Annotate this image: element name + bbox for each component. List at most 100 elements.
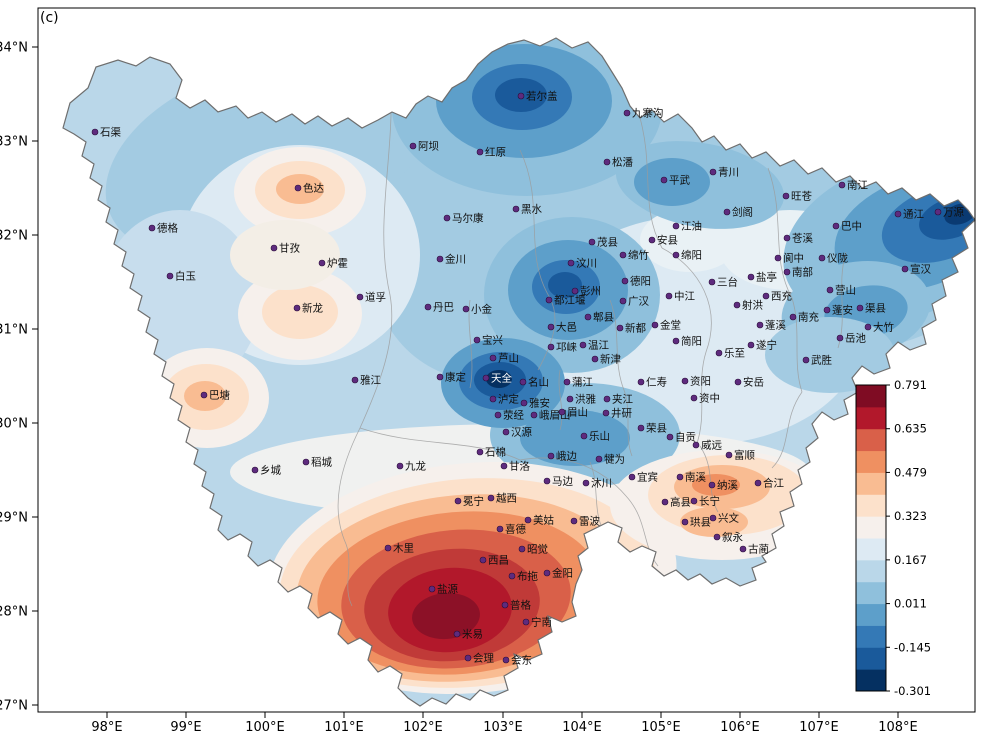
station-dot — [713, 533, 721, 541]
station-label: 南溪 — [685, 471, 706, 484]
station-dot — [522, 618, 530, 626]
admin-border — [639, 117, 663, 249]
station: 芦山 — [489, 353, 519, 365]
station: 南充 — [789, 311, 819, 324]
station: 白玉 — [166, 270, 196, 283]
station: 乐至 — [715, 348, 745, 360]
station-label: 渠县 — [865, 303, 886, 315]
station-label: 天全 — [491, 372, 512, 385]
station: 荥经 — [494, 409, 524, 422]
station-label: 巴中 — [841, 220, 862, 233]
station: 若尔盖 — [517, 90, 558, 103]
station-label: 沐川 — [591, 477, 612, 490]
station-label: 广汉 — [628, 296, 649, 308]
station: 阆中 — [774, 252, 804, 265]
y-tick-label: 29°N — [0, 511, 28, 526]
station-label: 宁南 — [531, 616, 552, 629]
x-tick-label: 104°E — [562, 720, 602, 735]
station: 茂县 — [588, 236, 618, 249]
station: 黑水 — [512, 204, 542, 216]
station: 巴塘 — [200, 389, 230, 402]
station-label: 米易 — [462, 628, 483, 641]
station-label: 马边 — [552, 476, 573, 488]
station: 汉源 — [502, 426, 532, 439]
station: 绵竹 — [619, 249, 649, 262]
station-dot — [582, 479, 590, 487]
station-dot — [591, 355, 599, 363]
station-dot — [409, 142, 417, 150]
station-label: 郫县 — [593, 311, 614, 324]
station-label: 白玉 — [175, 270, 196, 283]
station: 长宁 — [690, 495, 720, 508]
station-dot — [200, 391, 208, 399]
station: 沐川 — [582, 477, 612, 490]
station: 纳溪 — [708, 479, 738, 492]
station-dot — [733, 301, 741, 309]
station-label: 炉霍 — [327, 258, 348, 270]
station-dot — [524, 516, 532, 524]
station-dot — [318, 259, 326, 267]
station: 剑阁 — [723, 206, 753, 219]
station: 会理 — [464, 652, 494, 665]
station-dot — [293, 304, 301, 312]
station-label: 仪陇 — [827, 252, 848, 265]
contour-region — [692, 474, 740, 496]
station-dot — [818, 254, 826, 262]
station-label: 大邑 — [556, 321, 577, 334]
x-tick-label: 107°E — [799, 720, 839, 735]
x-tick-label: 99°E — [170, 720, 201, 735]
station-dot — [543, 569, 551, 577]
station-label: 越西 — [496, 492, 517, 505]
station-label: 蓬安 — [832, 304, 853, 317]
station-dot — [782, 192, 790, 200]
station-label: 西充 — [771, 290, 792, 303]
station-dot — [856, 304, 864, 312]
station: 仁寿 — [637, 376, 667, 389]
station-label: 雅江 — [360, 374, 381, 387]
colorbar-segment — [856, 406, 886, 430]
station-dot — [579, 341, 587, 349]
colorbar-tick-label: 0.323 — [894, 509, 927, 523]
station-label: 昭觉 — [527, 544, 548, 556]
station-dot — [762, 292, 770, 300]
station-label: 金阳 — [552, 567, 573, 580]
colorbar-segment — [856, 428, 886, 452]
station: 雅安 — [520, 397, 550, 410]
station: 中江 — [665, 290, 695, 303]
station-label: 资阳 — [690, 376, 711, 388]
station: 南溪 — [676, 471, 706, 484]
station-label: 宜宾 — [637, 471, 658, 484]
station-label: 资中 — [699, 392, 720, 405]
station: 泸定 — [489, 393, 519, 406]
station: 美姑 — [524, 514, 554, 527]
station-dot — [508, 572, 516, 580]
station-dot — [623, 109, 631, 117]
station-label: 石渠 — [100, 127, 121, 139]
station-dot — [351, 376, 359, 384]
station-dot — [588, 238, 596, 246]
station-dot — [934, 208, 942, 216]
station-label: 邛崃 — [556, 342, 577, 354]
station-dot — [584, 313, 592, 321]
station-label: 南江 — [847, 179, 868, 192]
station-label: 合江 — [763, 477, 784, 490]
axes-frame — [37, 7, 976, 713]
station-dot — [479, 556, 487, 564]
station-dot — [826, 286, 834, 294]
station-label: 乐山 — [589, 431, 610, 443]
station: 简阳 — [672, 335, 702, 348]
station: 阿坝 — [409, 140, 439, 153]
station: 九寨沟 — [623, 107, 664, 120]
station-label: 黑水 — [521, 204, 542, 216]
station-label: 井研 — [611, 407, 632, 420]
station-dot — [756, 321, 764, 329]
station: 郫县 — [584, 311, 614, 324]
colorbar-segment — [856, 385, 886, 408]
x-tick-label: 108°E — [878, 720, 918, 735]
station-label: 青川 — [718, 166, 739, 179]
station-label: 南充 — [798, 311, 819, 324]
contour-region — [262, 285, 338, 339]
station-label: 仁寿 — [646, 376, 667, 389]
station: 色达 — [294, 182, 324, 195]
